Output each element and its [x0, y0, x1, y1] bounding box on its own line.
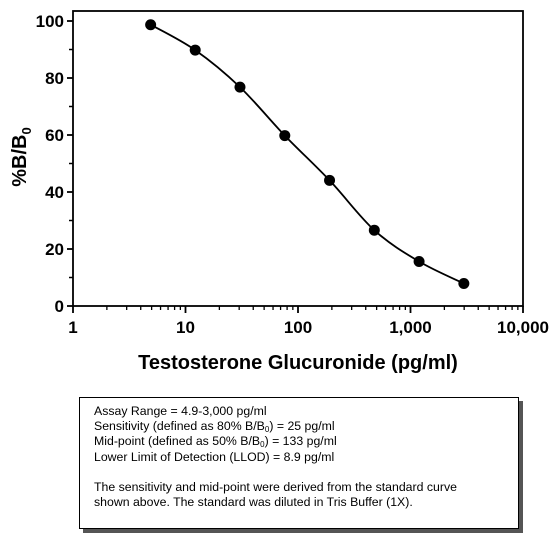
midpoint-text: Mid-point (defined as 50% B/B0) = 133 pg…	[94, 434, 337, 450]
x-tick-label: 10	[176, 318, 195, 337]
y-tick-label: 40	[45, 183, 64, 202]
x-axis-ticks: 1 10 100 1,000 10,000	[68, 306, 549, 337]
fit-curve	[150, 23, 465, 285]
x-tick-label: 10,000	[497, 318, 549, 337]
x-tick-label: 1,000	[389, 318, 432, 337]
data-point	[234, 81, 246, 93]
data-point	[324, 174, 336, 186]
y-tick-label: 60	[45, 126, 64, 145]
y-tick-label: 80	[45, 69, 64, 88]
llod-text: Lower Limit of Detection (LLOD) = 8.9 pg…	[94, 449, 335, 464]
y-axis-title: %B/B0	[9, 127, 34, 186]
data-point	[458, 277, 470, 289]
axes	[72, 10, 524, 307]
x-axis-title: Testosterone Glucuronide (pg/ml)	[138, 352, 458, 374]
assay-info-box: Assay Range = 4.9-3,000 pg/ml Sensitivit…	[79, 397, 519, 529]
plot-frame	[72, 10, 524, 307]
data-points	[145, 19, 470, 289]
data-point	[145, 19, 157, 31]
assay-range-text: Assay Range = 4.9-3,000 pg/ml	[94, 404, 267, 418]
standard-curve-chart: 0 20 40 60 80 100 1 10 100 1,000 10,000 Testoster…	[9, 10, 549, 374]
note-text-line-2: shown above. The standard was diluted in…	[94, 495, 413, 510]
x-tick-label: 1	[68, 318, 77, 337]
note-text-line-1: The sensitivity and mid-point were deriv…	[94, 479, 457, 494]
y-axis-ticks: 0 20 40 60 80 100	[36, 12, 73, 316]
data-point	[279, 130, 291, 142]
data-point	[413, 256, 425, 268]
y-axis-title-subscript: 0	[19, 127, 34, 134]
data-point	[368, 224, 380, 236]
data-point	[189, 44, 201, 56]
y-tick-label: 20	[45, 240, 64, 259]
y-axis-title-main: %B/B	[9, 135, 31, 187]
sensitivity-text: Sensitivity (defined as 80% B/B0) = 25 p…	[94, 419, 335, 435]
x-tick-label: 100	[284, 318, 312, 337]
y-tick-label: 100	[36, 12, 64, 31]
y-tick-label: 0	[55, 297, 64, 316]
